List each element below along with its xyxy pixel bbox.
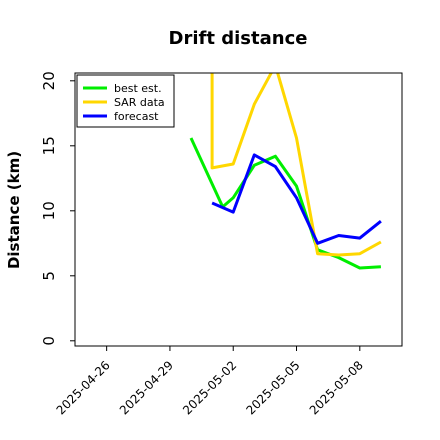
plot-frame (74, 72, 403, 347)
x-tick-label: 2025-05-08 (307, 358, 366, 417)
y-tick-label: 10 (40, 201, 58, 220)
x-tick-label: 2025-04-29 (117, 358, 176, 417)
y-tick-label: 20 (40, 71, 58, 90)
legend-label: forecast (114, 110, 159, 123)
series-line-best-est- (189, 137, 381, 270)
y-tick-label: 5 (40, 271, 58, 281)
y-axis-label: Distance (km) (5, 151, 23, 269)
y-tick-label: 0 (40, 336, 58, 346)
x-tick-label: 2025-05-02 (180, 358, 239, 417)
series-line-forecast (211, 153, 382, 245)
x-tick-label: 2025-04-26 (54, 358, 113, 417)
x-tick-label: 2025-05-05 (243, 358, 302, 417)
series-line-sar-data (210, 73, 382, 257)
legend-label: best est. (114, 82, 162, 95)
legend-label: SAR data (114, 96, 165, 109)
y-tick-label: 15 (40, 136, 58, 155)
chart-title: Drift distance (169, 28, 308, 49)
